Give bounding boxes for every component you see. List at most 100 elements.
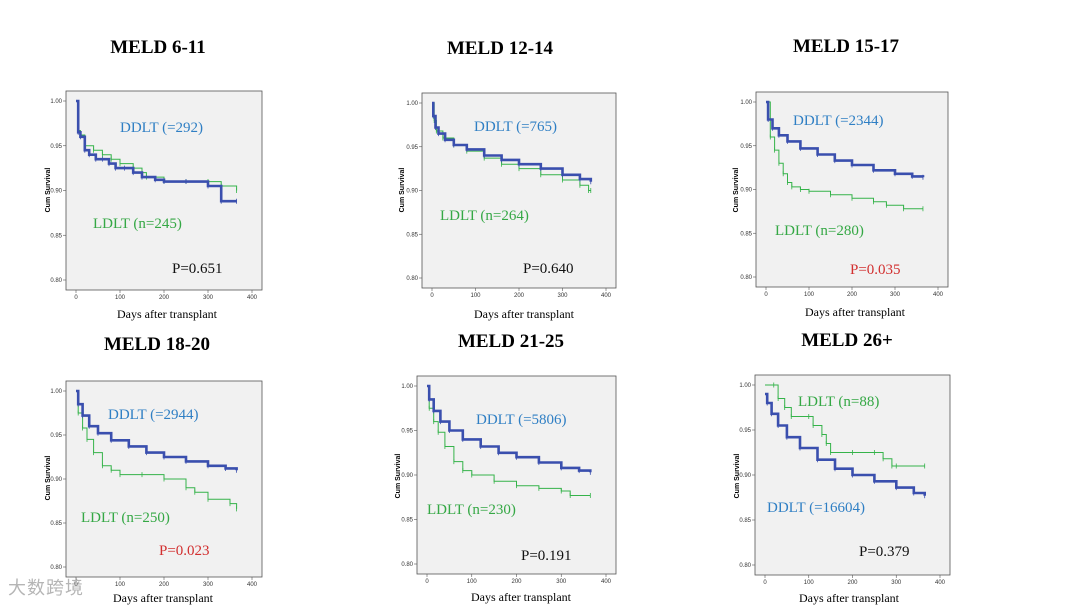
y-axis-label: Cum Survival [45,456,52,501]
y-tick-label: 1.00 [50,99,62,105]
x-tick-label: 0 [74,295,78,301]
y-tick-label: 0.80 [406,276,418,282]
x-tick-label: 100 [804,292,815,298]
y-tick-label: 0.85 [739,518,751,524]
y-axis-label: Cum Survival [733,168,740,213]
x-tick-label: 300 [557,293,568,299]
x-axis-label: Days after transplant [805,305,906,319]
y-tick-label: 0.85 [740,231,752,237]
panel-title: MELD 21-25 [458,331,564,352]
ldlt-label: LDLT (n=88) [798,394,879,410]
y-tick-label: 1.00 [739,383,751,389]
x-axis-label: Days after transplant [474,307,575,321]
x-tick-label: 400 [247,295,258,301]
y-tick-label: 1.00 [740,100,752,106]
y-tick-label: 0.90 [401,473,413,479]
x-tick-label: 400 [933,292,944,298]
x-tick-label: 100 [115,582,126,588]
p-value: P=0.651 [172,261,223,277]
y-tick-label: 0.80 [50,278,62,284]
ldlt-label: LDLT (n=280) [775,223,864,239]
x-tick-label: 200 [511,579,522,585]
x-tick-label: 400 [247,582,258,588]
ddlt-label: DDLT (=765) [474,119,557,135]
ldlt-label: LDLT (n=264) [440,208,529,224]
x-axis-label: Days after transplant [117,307,218,321]
p-value: P=0.191 [521,548,572,564]
ldlt-label: LDLT (n=245) [93,216,182,232]
x-tick-label: 300 [556,579,567,585]
y-tick-label: 0.95 [401,429,413,435]
x-tick-label: 0 [74,582,78,588]
x-tick-label: 300 [203,295,214,301]
x-tick-label: 0 [430,293,434,299]
km-panel: MELD 6-11 0.80 0.85 0.90 0.95 1.00 0 100 200 300 4… [45,37,263,321]
y-tick-label: 0.80 [739,563,751,569]
p-value: P=0.023 [159,543,210,559]
y-tick-label: 0.80 [401,562,413,568]
y-tick-label: 0.95 [740,144,752,150]
km-panel: MELD 15-17 0.80 0.85 0.90 0.95 1.00 0 100 200 300… [733,36,949,319]
p-value: P=0.640 [523,261,574,277]
watermark: 大数跨境 [8,578,84,599]
ldlt-curve [427,385,591,496]
y-tick-label: 0.85 [50,521,62,527]
x-tick-label: 400 [935,580,946,586]
p-value: P=0.379 [859,544,910,560]
y-axis-label: Cum Survival [45,168,52,213]
x-tick-label: 400 [601,579,612,585]
ldlt-label: LDLT (n=250) [81,510,170,526]
plot-area [65,90,263,291]
x-tick-label: 100 [470,293,481,299]
ddlt-label: DDLT (=2944) [108,407,199,423]
panel-title: MELD 6-11 [110,37,206,58]
y-tick-label: 0.95 [406,145,418,151]
y-tick-label: 0.80 [50,565,62,571]
ddlt-label: DDLT (=5806) [476,412,567,428]
x-tick-label: 400 [601,293,612,299]
y-tick-label: 0.90 [739,473,751,479]
plot-area [421,92,617,289]
x-tick-label: 100 [115,295,126,301]
y-tick-label: 0.85 [401,518,413,524]
km-panel: MELD 21-25 0.80 0.85 0.90 0.95 1.00 0 100 200 300… [395,331,617,604]
y-tick-label: 0.90 [740,188,752,194]
ddlt-label: DDLT (=292) [120,120,203,136]
x-tick-label: 0 [763,580,767,586]
x-tick-label: 100 [804,580,815,586]
km-panel: MELD 12-14 0.80 0.85 0.90 0.95 1.00 0 100 200 300… [399,38,617,321]
y-tick-label: 1.00 [401,384,413,390]
x-tick-label: 0 [425,579,429,585]
x-tick-label: 300 [891,580,902,586]
p-value: P=0.035 [850,262,901,278]
x-tick-label: 200 [514,293,525,299]
y-tick-label: 0.80 [740,275,752,281]
ldlt-label: LDLT (n=230) [427,502,516,518]
y-axis-label: Cum Survival [395,454,402,499]
x-tick-label: 300 [890,292,901,298]
x-tick-label: 200 [847,580,858,586]
x-tick-label: 100 [467,579,478,585]
y-tick-label: 1.00 [406,101,418,107]
x-axis-label: Days after transplant [799,591,900,605]
ddlt-label: DDLT (=16604) [767,500,865,516]
y-axis-label: Cum Survival [399,168,406,213]
y-tick-label: 0.90 [50,189,62,195]
y-tick-label: 0.90 [406,189,418,195]
x-axis-label: Days after transplant [471,590,572,604]
y-tick-label: 0.85 [50,233,62,239]
y-tick-label: 0.90 [50,477,62,483]
x-axis-label: Days after transplant [113,591,214,605]
km-panel: MELD 18-20 0.80 0.85 0.90 0.95 1.00 0 100 200 300… [45,334,263,605]
x-tick-label: 0 [764,292,768,298]
panel-title: MELD 12-14 [447,38,554,59]
panel-title: MELD 18-20 [104,334,210,355]
y-tick-label: 0.95 [50,144,62,150]
plot-area [416,375,617,575]
x-tick-label: 200 [159,295,170,301]
panel-title: MELD 26+ [801,330,893,351]
x-tick-label: 200 [847,292,858,298]
km-panel: MELD 26+ 0.80 0.85 0.90 0.95 1.00 0 100 200 300 40… [734,330,951,605]
y-tick-label: 0.95 [739,428,751,434]
